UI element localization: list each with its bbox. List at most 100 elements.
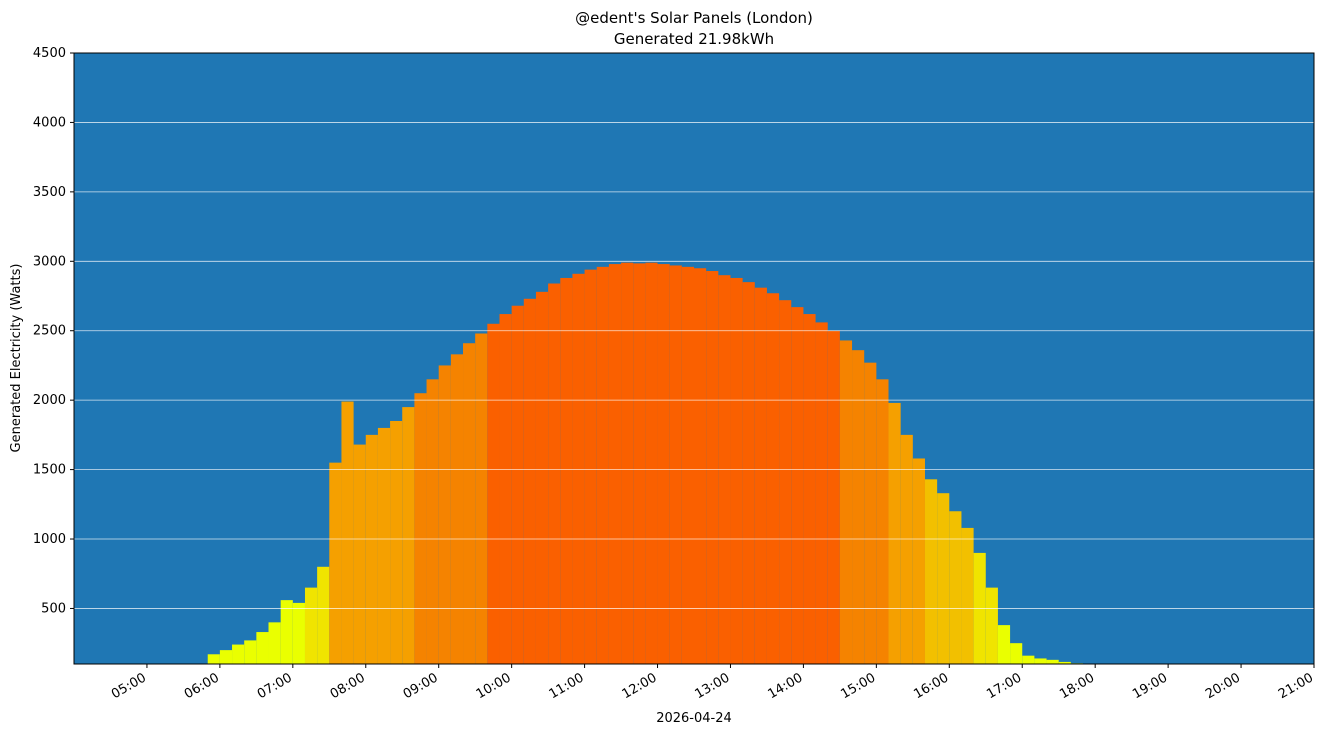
bar — [791, 307, 804, 664]
x-tick-label: 20:00 — [1203, 670, 1243, 702]
bar — [779, 300, 792, 664]
bar — [548, 283, 561, 664]
bar — [839, 340, 853, 664]
x-tick-label: 08:00 — [328, 670, 368, 702]
bar — [475, 333, 488, 664]
bar — [997, 625, 1011, 664]
bar — [256, 632, 269, 664]
bar — [365, 434, 378, 664]
bar — [803, 314, 816, 664]
bar — [414, 393, 427, 664]
x-tick-label: 13:00 — [693, 670, 733, 702]
bar — [706, 271, 719, 664]
bar — [232, 644, 245, 664]
bar — [596, 266, 609, 664]
x-tick-label: 14:00 — [765, 670, 805, 702]
bar — [888, 402, 901, 664]
bar — [341, 401, 354, 664]
bar — [463, 343, 476, 664]
bar — [572, 273, 585, 664]
bar — [584, 269, 597, 664]
y-axis-label: Generated Electricity (Watts) — [9, 264, 24, 453]
bar — [511, 305, 524, 664]
bar — [924, 479, 938, 664]
x-tick-label: 17:00 — [984, 670, 1024, 702]
bar — [730, 277, 743, 664]
x-tick-label: 06:00 — [182, 670, 222, 702]
x-axis-label: 2026-04-24 — [656, 711, 732, 726]
bar — [912, 458, 925, 664]
bar — [608, 264, 622, 664]
bar — [766, 293, 780, 664]
bar — [523, 298, 536, 664]
chart-subtitle: Generated 21.98kWh — [614, 30, 774, 48]
chart-title: @edent's Solar Panels (London) — [575, 9, 813, 27]
bar — [621, 262, 634, 664]
x-tick-label: 12:00 — [620, 670, 660, 702]
bars — [207, 262, 1084, 664]
bar — [1034, 658, 1047, 664]
bar — [280, 600, 293, 664]
bar — [694, 268, 707, 664]
y-tick-label: 2000 — [33, 393, 66, 408]
bar — [645, 262, 658, 664]
bar — [487, 323, 500, 664]
bar — [1010, 643, 1023, 664]
bar — [317, 566, 330, 664]
bar — [560, 277, 573, 664]
bar — [815, 322, 828, 664]
bar — [754, 287, 767, 664]
x-tick-label: 05:00 — [109, 670, 149, 702]
x-tick-label: 18:00 — [1057, 670, 1097, 702]
bar — [244, 640, 257, 664]
bar — [657, 264, 670, 664]
bar — [268, 622, 281, 664]
bar — [864, 362, 877, 664]
bar — [985, 587, 998, 664]
y-tick-label: 1500 — [33, 463, 66, 478]
x-tick-label: 16:00 — [911, 670, 951, 702]
bar — [961, 527, 974, 664]
y-tick-label: 2500 — [33, 324, 66, 339]
bar — [219, 650, 233, 664]
y-tick-label: 3000 — [33, 254, 66, 269]
bar — [438, 365, 451, 664]
x-tick-label: 15:00 — [838, 670, 878, 702]
bar — [292, 602, 305, 664]
plot-frame — [73, 52, 1315, 665]
x-tick-label: 07:00 — [255, 670, 295, 702]
y-tick-label: 4000 — [33, 115, 66, 130]
bar — [900, 434, 913, 664]
bar — [377, 427, 391, 664]
bar — [937, 493, 950, 664]
x-tick-label: 19:00 — [1130, 670, 1170, 702]
bar — [402, 407, 415, 664]
x-tick-label: 21:00 — [1276, 670, 1316, 702]
bar — [450, 354, 464, 664]
bar — [876, 379, 889, 664]
y-tick-label: 4500 — [33, 46, 66, 61]
bar — [304, 587, 318, 664]
bar — [1046, 659, 1059, 664]
x-tick-label: 11:00 — [547, 670, 587, 702]
bar — [390, 420, 403, 664]
bar — [1022, 655, 1035, 664]
y-tick-label: 1000 — [33, 532, 66, 547]
bar — [852, 350, 865, 664]
bar — [633, 263, 646, 664]
bar — [1058, 661, 1071, 664]
bar — [669, 265, 682, 664]
bar — [949, 511, 962, 664]
bar — [499, 314, 512, 664]
bar — [207, 654, 220, 664]
bar — [827, 330, 840, 664]
x-tick-label: 10:00 — [474, 670, 514, 702]
bar — [742, 282, 755, 664]
x-tick-label: 09:00 — [401, 670, 441, 702]
bar — [353, 444, 366, 664]
bar — [426, 379, 439, 664]
grid — [74, 122, 1314, 609]
bar — [681, 266, 694, 664]
